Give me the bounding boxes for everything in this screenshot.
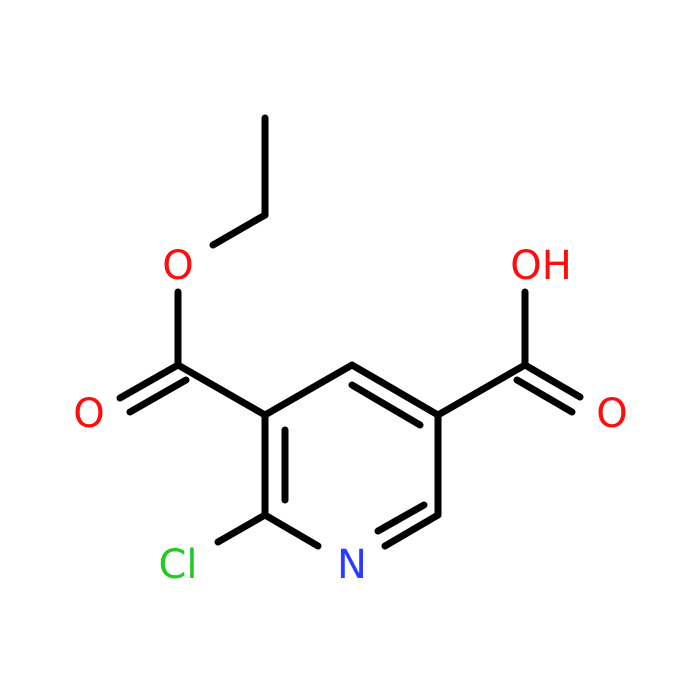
- atom-label: N: [337, 542, 367, 588]
- bonds: [116, 114, 584, 550]
- atom-label: O: [162, 243, 193, 289]
- bond: [261, 361, 356, 419]
- bond: [381, 511, 442, 550]
- atom-label: O: [596, 391, 627, 437]
- atom-label: Cl: [158, 542, 197, 588]
- bond: [348, 381, 424, 429]
- bond: [374, 501, 428, 535]
- bond: [348, 361, 442, 419]
- bond: [209, 211, 269, 249]
- atom-label: OH: [510, 243, 572, 289]
- bond: [521, 361, 584, 401]
- atom-label: O: [73, 391, 104, 437]
- bond: [214, 511, 269, 546]
- bond: [261, 511, 322, 550]
- bond: [126, 376, 190, 416]
- bond: [174, 361, 269, 419]
- bond: [513, 376, 576, 416]
- bond: [434, 361, 529, 419]
- bond: [116, 361, 182, 402]
